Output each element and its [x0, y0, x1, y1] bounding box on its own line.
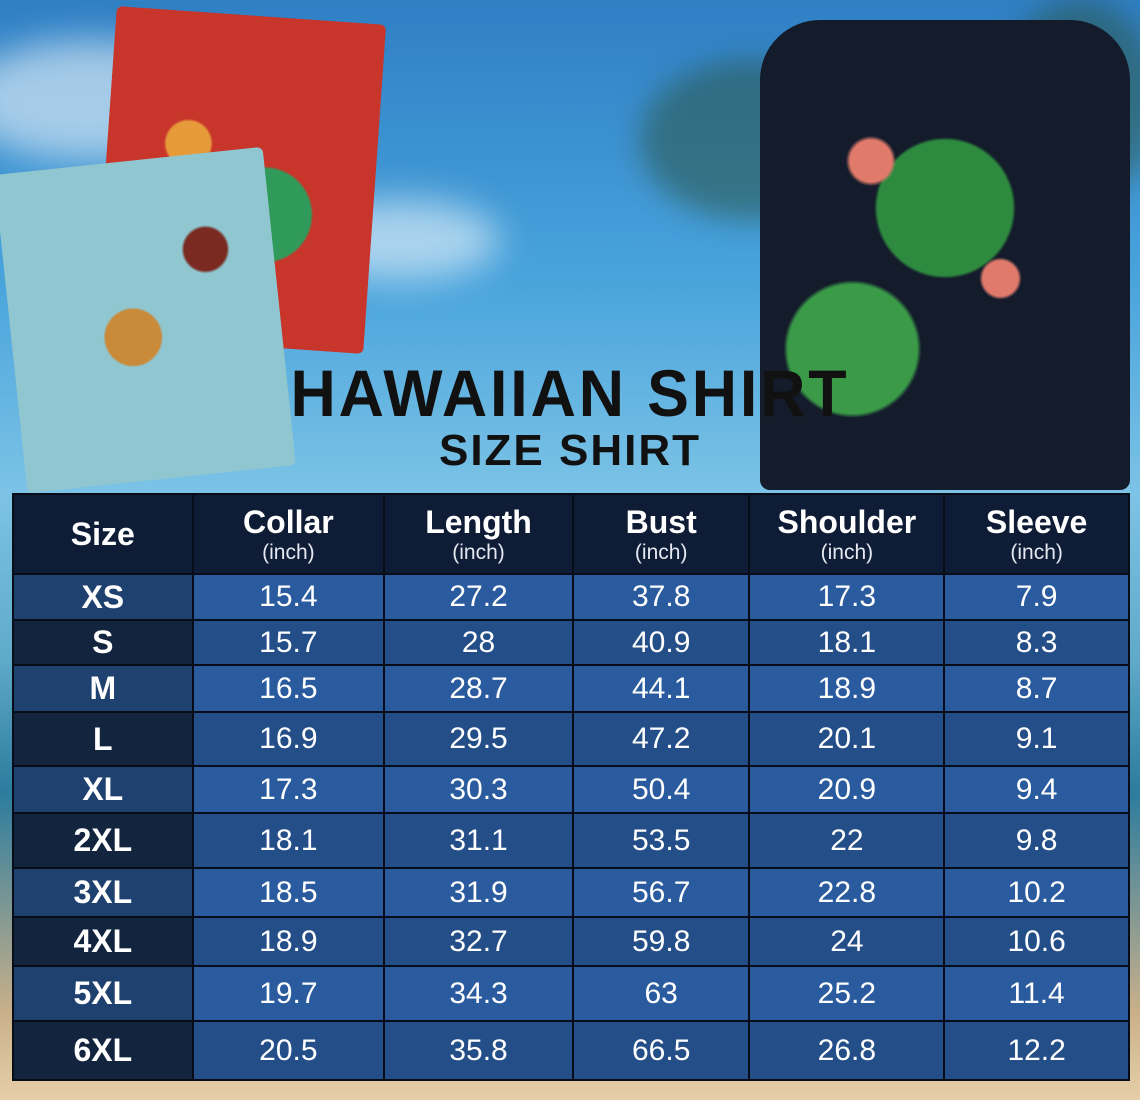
table-row: S 15.7 28 40.9 18.1 8.3	[12, 619, 1130, 666]
measurement-cell: 9.1	[943, 711, 1130, 767]
measurement-cell: 35.8	[383, 1020, 574, 1081]
size-cell: 3XL	[12, 867, 194, 918]
measurement-cell: 24	[748, 916, 946, 967]
measurement-cell: 9.4	[943, 765, 1130, 814]
measurement-cell: 16.9	[191, 711, 386, 767]
table-row: 4XL 18.9 32.7 59.8 24 10.6	[12, 916, 1130, 967]
header-label: Collar	[243, 503, 334, 540]
page-title: HAWAIIAN SHIRT	[290, 356, 850, 430]
size-chart-table: Size Collar (inch) Length (inch) Bust (inch…	[12, 493, 1130, 1081]
size-cell: XL	[12, 765, 194, 814]
measurement-cell: 10.2	[943, 867, 1130, 918]
size-cell: 2XL	[12, 812, 194, 869]
measurement-cell: 17.3	[748, 573, 946, 621]
header-length: Length (inch)	[383, 493, 574, 575]
size-cell: S	[12, 619, 194, 666]
measurement-cell: 15.4	[191, 573, 386, 621]
measurement-cell: 26.8	[748, 1020, 946, 1081]
measurement-cell: 20.9	[748, 765, 946, 814]
header-collar: Collar (inch)	[191, 493, 386, 575]
measurement-cell: 20.1	[748, 711, 946, 767]
measurement-cell: 7.9	[943, 573, 1130, 621]
measurement-cell: 50.4	[571, 765, 751, 814]
header-label: Length	[425, 503, 532, 540]
measurement-cell: 15.7	[191, 619, 386, 666]
measurement-cell: 40.9	[571, 619, 751, 666]
measurement-cell: 31.1	[383, 812, 574, 869]
measurement-cell: 27.2	[383, 573, 574, 621]
measurement-cell: 59.8	[571, 916, 751, 967]
table-row: 2XL 18.1 31.1 53.5 22 9.8	[12, 812, 1130, 869]
table-row: XS 15.4 27.2 37.8 17.3 7.9	[12, 573, 1130, 621]
header-unit: (inch)	[452, 540, 505, 564]
measurement-cell: 18.5	[191, 867, 386, 918]
size-cell: XS	[12, 573, 194, 621]
table-row: 5XL 19.7 34.3 63 25.2 11.4	[12, 965, 1130, 1022]
size-cell: L	[12, 711, 194, 767]
header-label: Shoulder	[777, 503, 917, 540]
size-cell: 4XL	[12, 916, 194, 967]
measurement-cell: 18.9	[748, 664, 946, 713]
measurement-cell: 28	[383, 619, 574, 666]
measurement-cell: 18.1	[748, 619, 946, 666]
measurement-cell: 18.1	[191, 812, 386, 869]
measurement-cell: 37.8	[571, 573, 751, 621]
table-row: 6XL 20.5 35.8 66.5 26.8 12.2	[12, 1020, 1130, 1081]
measurement-cell: 17.3	[191, 765, 386, 814]
table-row: M 16.5 28.7 44.1 18.9 8.7	[12, 664, 1130, 713]
header-sleeve: Sleeve (inch)	[943, 493, 1130, 575]
measurement-cell: 56.7	[571, 867, 751, 918]
header-shoulder: Shoulder (inch)	[748, 493, 946, 575]
table-header-row: Size Collar (inch) Length (inch) Bust (inch…	[12, 493, 1130, 575]
size-cell: 5XL	[12, 965, 194, 1022]
measurement-cell: 53.5	[571, 812, 751, 869]
measurement-cell: 47.2	[571, 711, 751, 767]
header-label: Sleeve	[985, 503, 1088, 540]
model-flamingo-shirt-image	[760, 20, 1130, 490]
measurement-cell: 10.6	[943, 916, 1130, 967]
measurement-cell: 32.7	[383, 916, 574, 967]
header-unit: (inch)	[1010, 540, 1063, 564]
measurement-cell: 34.3	[383, 965, 574, 1022]
measurement-cell: 16.5	[191, 664, 386, 713]
measurement-cell: 12.2	[943, 1020, 1130, 1081]
measurement-cell: 19.7	[191, 965, 386, 1022]
header-bust: Bust (inch)	[571, 493, 751, 575]
header-label: Size	[70, 516, 135, 552]
measurement-cell: 63	[571, 965, 751, 1022]
measurement-cell: 30.3	[383, 765, 574, 814]
table-row: L 16.9 29.5 47.2 20.1 9.1	[12, 711, 1130, 767]
measurement-cell: 8.7	[943, 664, 1130, 713]
size-cell: M	[12, 664, 194, 713]
measurement-cell: 9.8	[943, 812, 1130, 869]
header-unit: (inch)	[820, 540, 874, 564]
measurement-cell: 8.3	[943, 619, 1130, 666]
header-unit: (inch)	[634, 540, 688, 564]
measurement-cell: 20.5	[191, 1020, 386, 1081]
header-unit: (inch)	[262, 540, 315, 564]
header-label: Bust	[625, 503, 697, 540]
measurement-cell: 18.9	[191, 916, 386, 967]
table-row: XL 17.3 30.3 50.4 20.9 9.4	[12, 765, 1130, 814]
measurement-cell: 44.1	[571, 664, 751, 713]
measurement-cell: 29.5	[383, 711, 574, 767]
size-cell: 6XL	[12, 1020, 194, 1081]
measurement-cell: 11.4	[943, 965, 1130, 1022]
page-subtitle: SIZE SHIRT	[438, 426, 702, 475]
measurement-cell: 31.9	[383, 867, 574, 918]
measurement-cell: 22	[748, 812, 946, 869]
measurement-cell: 25.2	[748, 965, 946, 1022]
table-row: 3XL 18.5 31.9 56.7 22.8 10.2	[12, 867, 1130, 918]
measurement-cell: 66.5	[571, 1020, 751, 1081]
header-size: Size	[12, 493, 194, 575]
measurement-cell: 28.7	[383, 664, 574, 713]
measurement-cell: 22.8	[748, 867, 946, 918]
